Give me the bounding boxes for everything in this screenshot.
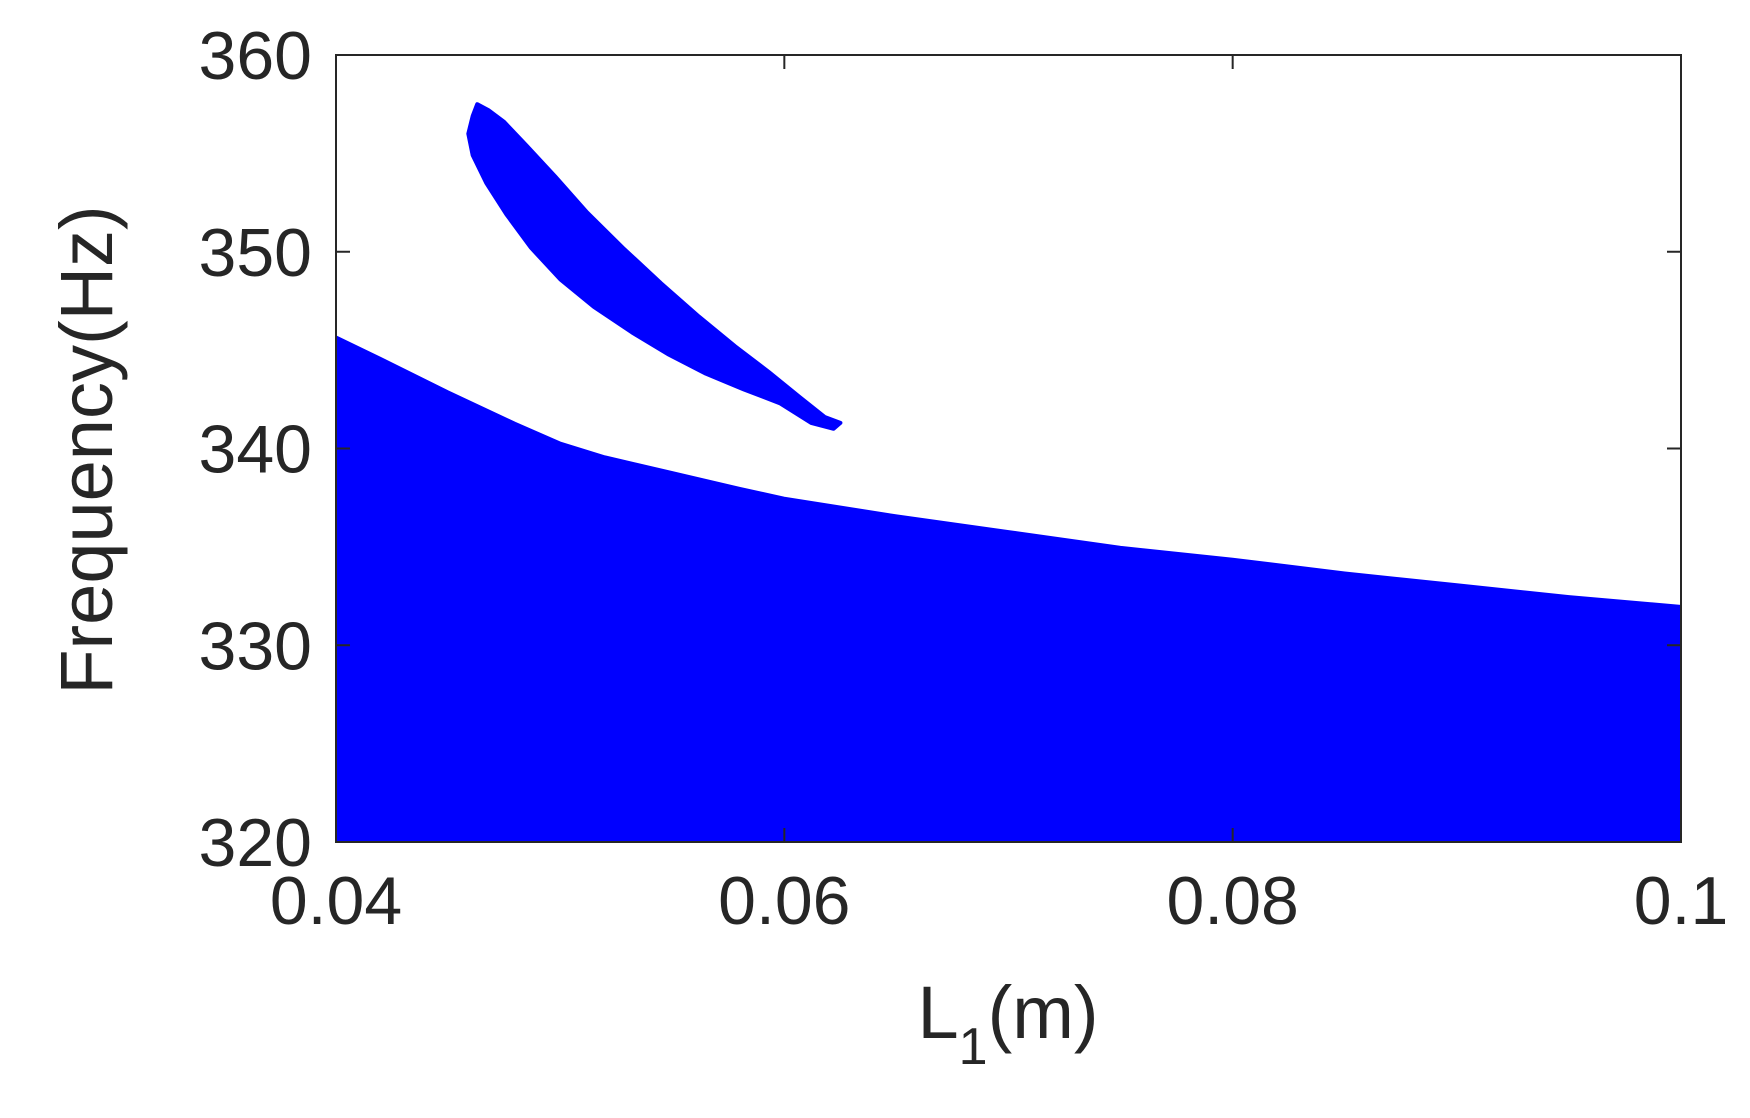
- y-tick-label: 350: [199, 215, 312, 291]
- y-axis-label: Frequency(Hz): [45, 205, 128, 694]
- x-axis-label: L1(m): [917, 971, 1098, 1076]
- region-lower-band: [335, 334, 1682, 843]
- x-tick-label: 0.1: [1634, 863, 1729, 939]
- y-tick-label: 330: [199, 608, 312, 684]
- ticks-layer: 0.04 0.06 0.08 0.1 320 330 340 350 360: [199, 18, 1729, 939]
- x-tick-label: 0.06: [718, 863, 850, 939]
- x-tick-label: 0.04: [270, 863, 402, 939]
- x-axis-label-main: L: [917, 971, 958, 1054]
- y-tick-label: 340: [199, 412, 312, 488]
- y-tick-label: 360: [199, 18, 312, 94]
- x-tick-label: 0.08: [1166, 863, 1298, 939]
- data-layer: [335, 102, 1682, 843]
- x-axis-label-unit: (m): [988, 971, 1099, 1054]
- x-axis-label-subscript: 1: [959, 1018, 988, 1076]
- y-tick-label: 320: [199, 805, 312, 881]
- region-upper-island: [466, 102, 843, 431]
